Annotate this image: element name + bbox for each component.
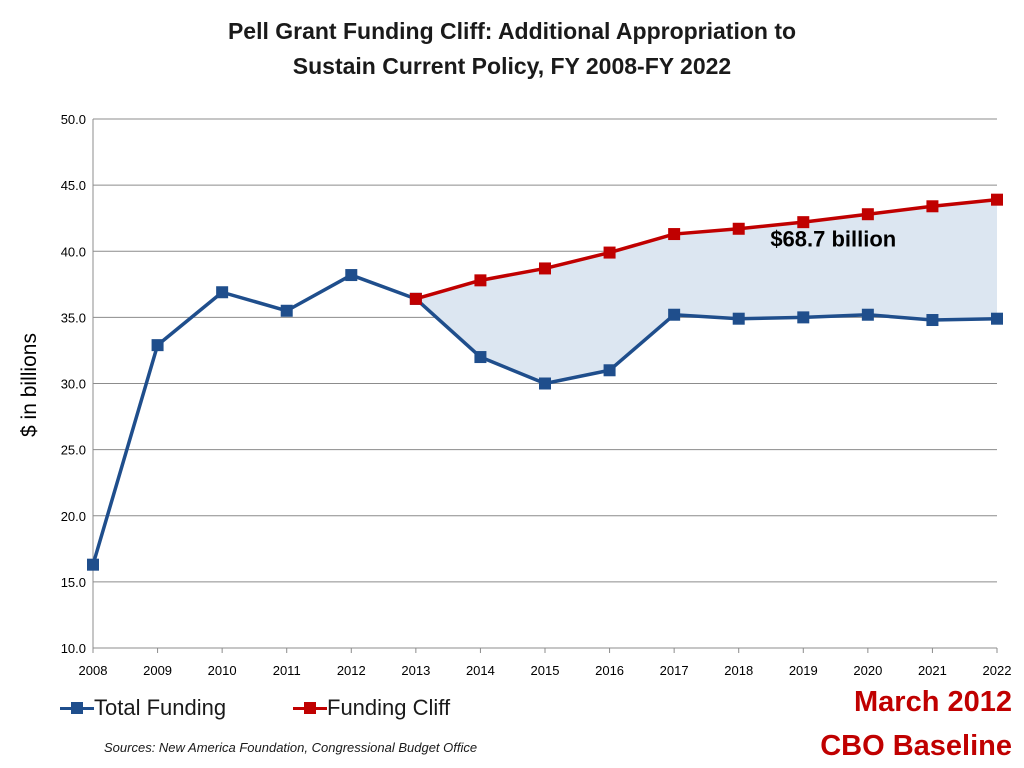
x-tick-label: 2016	[595, 663, 624, 678]
chart-title: Pell Grant Funding Cliff: Additional App…	[0, 14, 1024, 84]
total-funding-point	[991, 312, 1003, 325]
y-tick-label: 35.0	[61, 310, 86, 325]
x-tick-label: 2015	[531, 663, 560, 678]
badge-line-2: CBO Baseline	[820, 730, 1012, 762]
x-tick-label: 2009	[143, 663, 172, 678]
legend-funding-cliff-label: Funding Cliff	[327, 695, 451, 720]
x-tick-label: 2010	[208, 663, 237, 678]
x-tick-label: 2014	[466, 663, 495, 678]
x-tick-label: 2020	[853, 663, 882, 678]
x-tick-label: 2021	[918, 663, 947, 678]
total-funding-point	[345, 269, 358, 282]
x-tick-label: 2017	[660, 663, 689, 678]
total-funding-point	[539, 377, 551, 390]
total-funding-point	[474, 351, 487, 364]
legend-funding-cliff: Funding Cliff	[293, 694, 450, 722]
gap-annotation: $68.7 billion	[770, 227, 896, 252]
x-tick-label: 2011	[273, 663, 301, 678]
funding-cliff-line	[415, 197, 998, 301]
total-funding-point	[797, 311, 810, 324]
sources-note: Sources: New America Foundation, Congres…	[104, 740, 478, 755]
total-funding-point	[280, 304, 293, 317]
y-tick-label: 15.0	[61, 575, 86, 590]
x-tick-label: 2012	[337, 663, 366, 678]
y-tick-label: 50.0	[61, 112, 86, 127]
y-tick-label: 10.0	[61, 641, 86, 656]
y-tick-label: 25.0	[61, 443, 86, 458]
chart-title-line-2: Sustain Current Policy, FY 2008-FY 2022	[292, 53, 732, 79]
total-funding-point	[668, 308, 681, 321]
y-tick-label: 40.0	[61, 244, 86, 259]
chart-title-line-1: Pell Grant Funding Cliff: Additional App…	[227, 18, 797, 44]
funding-cliff-point	[474, 274, 487, 287]
total-funding-point	[87, 558, 99, 571]
funding-cliff-point	[797, 216, 810, 229]
x-tick-label: 2008	[79, 663, 108, 678]
funding-cliff-point	[861, 208, 874, 221]
funding-cliff-point	[409, 292, 422, 305]
y-tick-label: 45.0	[61, 178, 86, 193]
funding-cliff-point	[926, 200, 939, 213]
baseline-badge: March 2012 CBO Baseline	[820, 680, 1012, 768]
total-funding-point	[732, 312, 745, 325]
legend-funding-cliff-marker	[293, 698, 327, 718]
legend-total-funding-label: Total Funding	[94, 695, 227, 720]
funding-gap-area	[415, 199, 997, 384]
legend-total-funding: Total Funding	[60, 694, 226, 722]
funding-cliff-point	[603, 246, 616, 259]
total-funding-point	[603, 364, 616, 377]
y-tick-label: 30.0	[61, 377, 86, 392]
total-funding-point	[861, 308, 874, 321]
legend-total-funding-marker	[60, 698, 94, 718]
funding-cliff-point	[668, 228, 681, 241]
badge-line-1: March 2012	[854, 686, 1012, 718]
total-funding-point	[151, 339, 164, 352]
funding-cliff-point	[732, 222, 745, 235]
x-tick-label: 2022	[983, 663, 1012, 678]
y-tick-label: 20.0	[61, 509, 86, 524]
total-funding-point	[216, 286, 229, 299]
x-tick-label: 2018	[724, 663, 753, 678]
funding-cliff-point	[539, 262, 551, 275]
x-tick-label: 2013	[401, 663, 430, 678]
total-funding-point	[926, 314, 939, 327]
funding-cliff-point	[991, 193, 1003, 206]
x-tick-label: 2019	[789, 663, 818, 678]
